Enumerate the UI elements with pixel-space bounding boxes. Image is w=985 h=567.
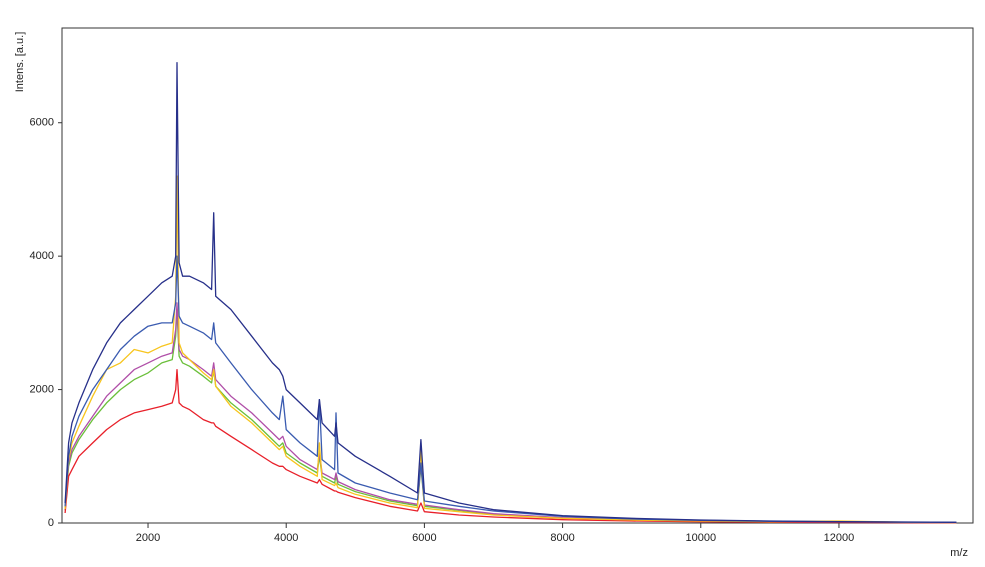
spectrum-line (64, 368, 957, 524)
x-tick-label: 2000 (136, 532, 160, 544)
spectrum-line (64, 62, 957, 523)
x-tick-label: 6000 (412, 532, 436, 544)
x-tick-label: 12000 (824, 532, 855, 544)
y-axis-label: Intens. [a.u.] (14, 32, 26, 93)
y-tick-label: 0 (48, 517, 54, 529)
x-tick-label: 4000 (274, 532, 298, 544)
x-tick-label: 8000 (550, 532, 574, 544)
x-axis-label: m/z (950, 547, 968, 559)
spectrum-line (64, 175, 957, 524)
y-tick-label: 4000 (30, 250, 54, 262)
spectrum-line (64, 302, 957, 524)
y-tick-label: 6000 (30, 117, 54, 129)
plot-frame (61, 27, 974, 524)
x-tick-label: 10000 (685, 532, 716, 544)
spectrum-line (64, 255, 957, 523)
y-tick-label: 2000 (30, 383, 54, 395)
